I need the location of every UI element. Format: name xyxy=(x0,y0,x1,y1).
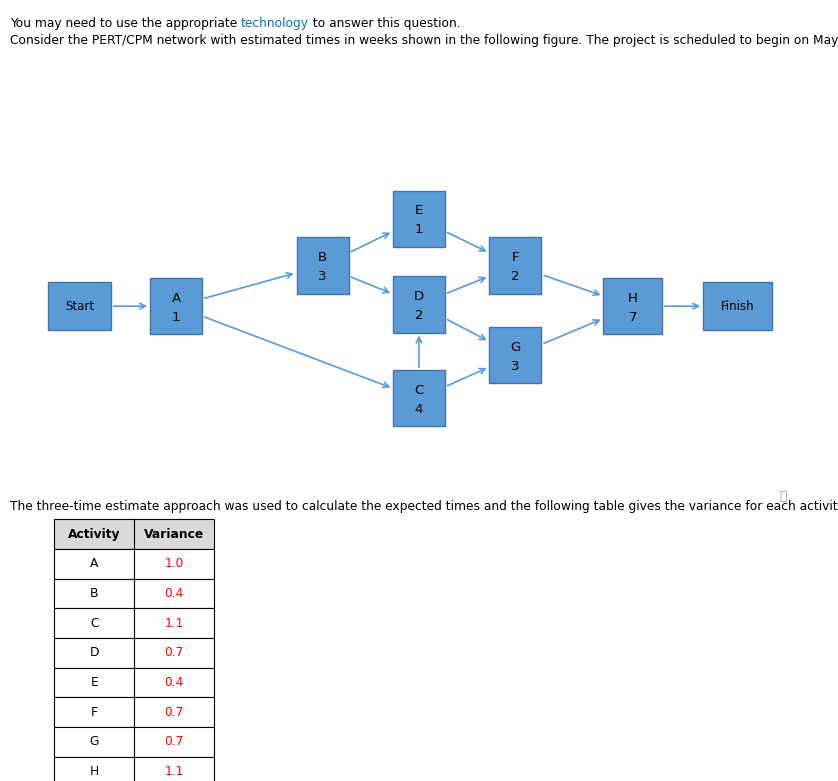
Text: Start: Start xyxy=(65,300,94,312)
Text: E: E xyxy=(91,676,98,689)
Text: Finish: Finish xyxy=(721,300,754,312)
Text: D: D xyxy=(90,647,99,659)
Text: You may need to use the appropriate: You may need to use the appropriate xyxy=(10,17,241,30)
Text: G: G xyxy=(510,341,520,354)
FancyArrowPatch shape xyxy=(665,303,698,309)
Text: Activity: Activity xyxy=(68,528,121,540)
FancyArrowPatch shape xyxy=(447,277,485,293)
Text: Variance: Variance xyxy=(144,528,204,540)
Bar xyxy=(54,549,214,579)
Text: 1: 1 xyxy=(415,223,423,237)
Text: E: E xyxy=(415,205,423,217)
FancyArrowPatch shape xyxy=(204,317,389,387)
Text: C: C xyxy=(414,384,424,397)
Text: 1.1: 1.1 xyxy=(164,617,184,629)
Text: 7: 7 xyxy=(628,311,637,324)
Bar xyxy=(54,668,214,697)
Text: G: G xyxy=(90,736,99,748)
FancyBboxPatch shape xyxy=(49,282,111,330)
Text: 2: 2 xyxy=(415,309,423,323)
Text: B: B xyxy=(318,251,327,264)
Bar xyxy=(54,697,214,727)
Text: 3: 3 xyxy=(511,360,520,373)
Text: 4: 4 xyxy=(415,403,423,416)
Text: 1.1: 1.1 xyxy=(164,765,184,778)
FancyArrowPatch shape xyxy=(204,273,292,298)
FancyArrowPatch shape xyxy=(447,369,485,386)
Text: H: H xyxy=(90,765,99,778)
FancyBboxPatch shape xyxy=(297,237,349,294)
Text: technology: technology xyxy=(241,17,309,30)
Text: B: B xyxy=(90,587,99,600)
Text: F: F xyxy=(91,706,98,719)
Text: A: A xyxy=(91,558,98,570)
Text: to answer this question.: to answer this question. xyxy=(309,17,461,30)
Text: Consider the PERT/CPM network with estimated times in weeks shown in the followi: Consider the PERT/CPM network with estim… xyxy=(10,34,838,48)
FancyArrowPatch shape xyxy=(544,320,599,344)
Text: 0.7: 0.7 xyxy=(164,706,184,719)
Bar xyxy=(54,519,214,549)
Text: 0.4: 0.4 xyxy=(164,676,184,689)
Bar xyxy=(54,757,214,781)
FancyBboxPatch shape xyxy=(703,282,772,330)
FancyBboxPatch shape xyxy=(393,276,445,333)
Text: ⓘ: ⓘ xyxy=(780,490,787,503)
Text: 0.7: 0.7 xyxy=(164,647,184,659)
FancyArrowPatch shape xyxy=(447,233,485,251)
Bar xyxy=(54,727,214,757)
Bar xyxy=(54,638,214,668)
Bar xyxy=(54,608,214,638)
FancyArrowPatch shape xyxy=(416,337,422,367)
Text: D: D xyxy=(414,291,424,303)
FancyBboxPatch shape xyxy=(393,370,445,426)
FancyArrowPatch shape xyxy=(544,276,599,295)
FancyArrowPatch shape xyxy=(114,303,145,309)
Text: 3: 3 xyxy=(318,270,327,284)
Text: 0.4: 0.4 xyxy=(164,587,184,600)
Text: A: A xyxy=(172,292,180,305)
Text: The three-time estimate approach was used to calculate the expected times and th: The three-time estimate approach was use… xyxy=(10,500,838,513)
Text: 0.7: 0.7 xyxy=(164,736,184,748)
Text: 2: 2 xyxy=(511,270,520,284)
Text: C: C xyxy=(90,617,99,629)
FancyArrowPatch shape xyxy=(351,234,389,251)
Bar xyxy=(54,579,214,608)
FancyBboxPatch shape xyxy=(393,191,445,247)
Text: 1.0: 1.0 xyxy=(164,558,184,570)
FancyBboxPatch shape xyxy=(150,278,202,334)
Text: H: H xyxy=(628,292,638,305)
FancyBboxPatch shape xyxy=(603,278,662,334)
FancyBboxPatch shape xyxy=(489,327,541,383)
FancyArrowPatch shape xyxy=(351,277,389,293)
FancyArrowPatch shape xyxy=(447,319,485,340)
Text: F: F xyxy=(512,251,519,264)
Text: 1: 1 xyxy=(172,311,180,324)
FancyBboxPatch shape xyxy=(489,237,541,294)
